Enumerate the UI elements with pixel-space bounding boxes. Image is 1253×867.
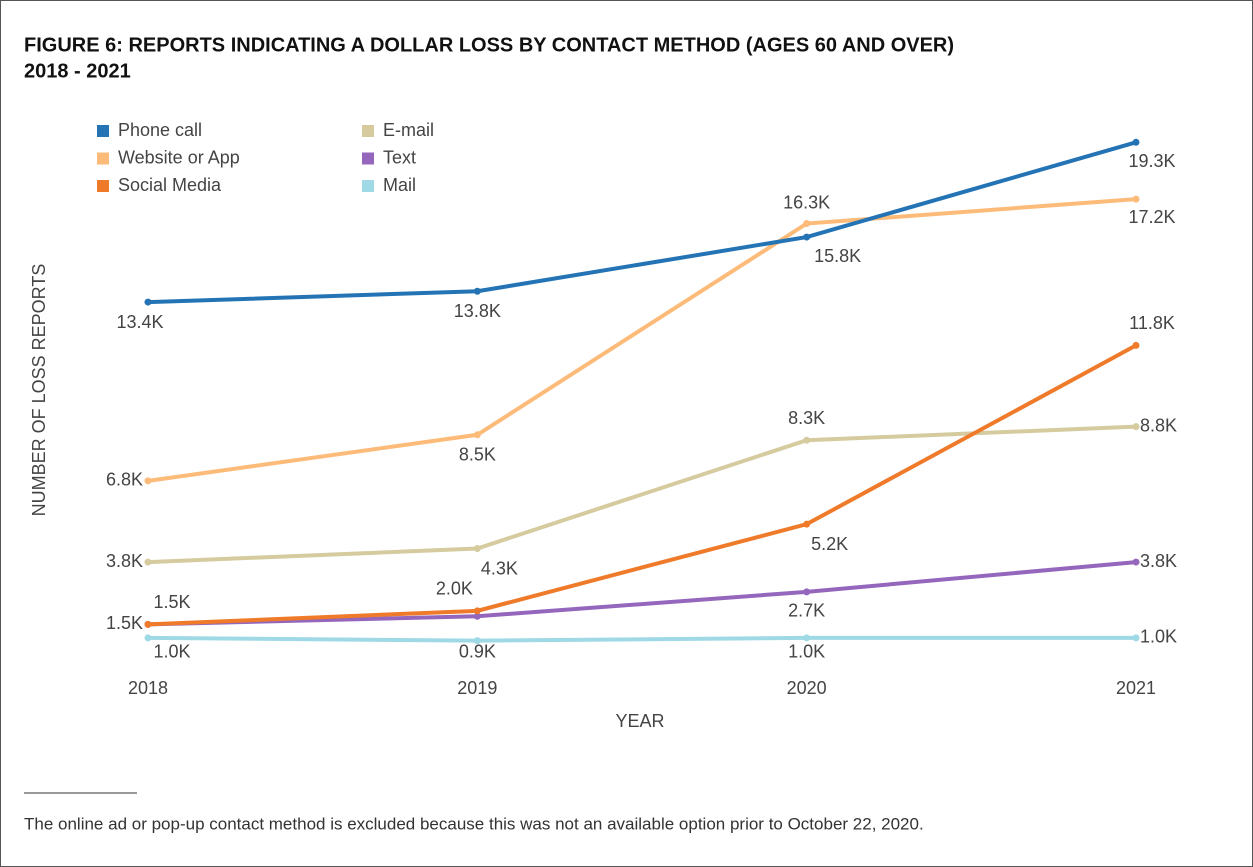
data-label: 11.8K: [1129, 313, 1175, 333]
point: [144, 634, 152, 642]
point: [1132, 423, 1140, 431]
point: [144, 477, 152, 485]
point: [473, 287, 481, 295]
data-label: 8.3K: [788, 408, 825, 428]
point: [803, 220, 811, 228]
legend-swatch: [97, 180, 109, 192]
x-tick-label: 2021: [1116, 678, 1156, 698]
data-label: 13.8K: [454, 301, 501, 321]
data-label: 1.5K: [106, 613, 143, 633]
data-label: 13.4K: [116, 312, 163, 332]
data-label: 1.0K: [788, 642, 825, 662]
data-label: 2.7K: [788, 601, 825, 621]
data-label: 8.8K: [1140, 415, 1177, 435]
x-tick-label: 2020: [787, 678, 827, 698]
point: [473, 637, 481, 645]
legend-swatch: [362, 125, 374, 137]
point: [1132, 138, 1140, 146]
legend-label: Social Media: [118, 175, 222, 195]
data-label: 6.8K: [106, 470, 143, 490]
data-label: 0.9K: [459, 641, 496, 661]
point: [803, 634, 811, 642]
point: [803, 436, 811, 444]
legend-swatch: [97, 125, 109, 137]
legend-label: Website or App: [118, 147, 240, 167]
legend-label: Phone call: [118, 120, 202, 140]
legend-swatch: [362, 180, 374, 192]
line-series: [147, 140, 1137, 305]
x-axis-label: YEAR: [615, 711, 664, 731]
chart-title: FIGURE 6: REPORTS INDICATING A DOLLAR LO…: [24, 34, 954, 56]
legend-label: Mail: [383, 175, 416, 195]
point: [1132, 341, 1140, 349]
data-label: 16.3K: [783, 192, 830, 212]
data-label: 2.0K: [436, 579, 473, 599]
y-axis-label: NUMBER OF LOSS REPORTS: [29, 264, 49, 517]
point: [144, 558, 152, 566]
point: [144, 620, 152, 628]
legend-swatch: [362, 152, 374, 165]
data-label: 4.3K: [481, 558, 518, 578]
point: [144, 298, 152, 306]
legend-label: Text: [383, 147, 416, 167]
line-series: [147, 560, 1137, 627]
data-label: 1.5K: [153, 592, 190, 612]
data-label: 15.8K: [814, 246, 861, 266]
point: [803, 233, 811, 241]
data-label: 17.2K: [1128, 207, 1175, 227]
data-label: 3.8K: [1140, 551, 1177, 571]
footnote: The online ad or pop-up contact method i…: [24, 814, 924, 833]
point: [1132, 634, 1140, 642]
x-tick-label: 2019: [457, 678, 497, 698]
point: [473, 431, 481, 439]
data-label: 8.5K: [459, 445, 496, 465]
point: [1132, 195, 1140, 203]
line-series: [147, 343, 1137, 627]
x-tick-label: 2018: [128, 678, 168, 698]
point: [1132, 558, 1140, 566]
legend-label: E-mail: [383, 120, 434, 140]
data-label: 19.3K: [1128, 151, 1175, 171]
legend-swatch: [97, 152, 109, 165]
point: [473, 545, 481, 553]
line-series: [147, 635, 1136, 643]
data-label: 1.0K: [153, 642, 190, 662]
data-label: 1.0K: [1140, 627, 1177, 647]
point: [473, 612, 481, 620]
line-series: [147, 197, 1137, 483]
point: [803, 588, 811, 596]
point: [803, 520, 811, 528]
chart-title: 2018 - 2021: [24, 60, 131, 82]
data-label: 3.8K: [106, 551, 143, 571]
data-label: 5.2K: [811, 534, 848, 554]
point: [473, 607, 481, 615]
